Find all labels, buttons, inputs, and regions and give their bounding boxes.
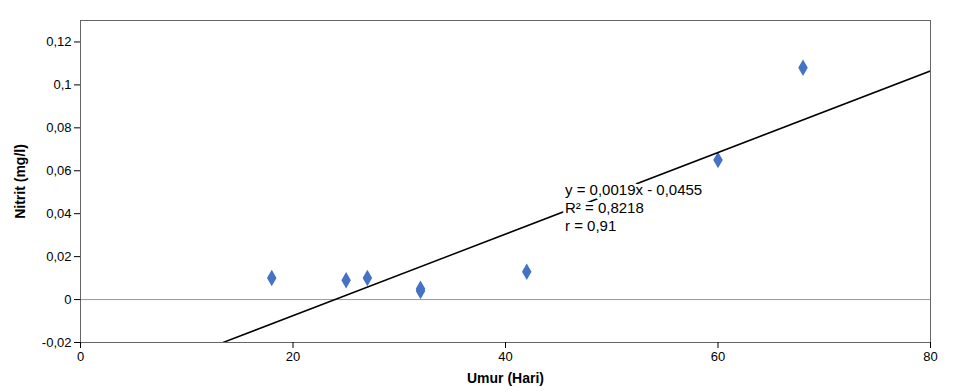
svg-text:20: 20 — [286, 349, 300, 364]
svg-text:0,08: 0,08 — [46, 120, 71, 135]
svg-text:0,02: 0,02 — [46, 249, 71, 264]
svg-text:-0,02: -0,02 — [42, 335, 72, 350]
svg-text:0,06: 0,06 — [46, 163, 71, 178]
svg-text:Nitrit (mg/l): Nitrit (mg/l) — [12, 144, 28, 219]
svg-text:0: 0 — [64, 292, 71, 307]
svg-text:0,04: 0,04 — [46, 206, 71, 221]
svg-text:0,1: 0,1 — [53, 77, 71, 92]
svg-text:y = 0,0019x - 0,0455R² = 0,821: y = 0,0019x - 0,0455R² = 0,8218r = 0,91 — [565, 181, 702, 234]
svg-text:40: 40 — [498, 349, 512, 364]
svg-text:Umur (Hari): Umur (Hari) — [467, 370, 544, 386]
svg-text:0,12: 0,12 — [46, 34, 71, 49]
svg-text:0: 0 — [77, 349, 84, 364]
svg-text:60: 60 — [711, 349, 725, 364]
svg-text:80: 80 — [923, 349, 937, 364]
